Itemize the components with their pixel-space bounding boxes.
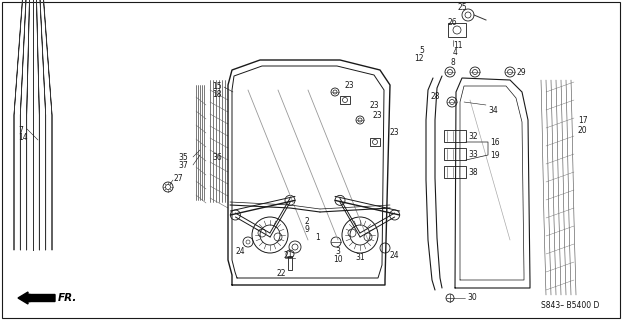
Bar — [340, 96, 350, 104]
Text: 32: 32 — [468, 132, 478, 140]
Text: 30: 30 — [467, 293, 476, 302]
Text: 24: 24 — [390, 251, 399, 260]
Bar — [444, 148, 466, 160]
Text: 27: 27 — [174, 173, 183, 182]
Bar — [448, 23, 466, 37]
Bar — [444, 130, 466, 142]
Text: 17: 17 — [578, 116, 588, 124]
Text: 37: 37 — [179, 161, 188, 170]
Text: 29: 29 — [517, 68, 527, 76]
Text: 23: 23 — [373, 110, 383, 119]
Bar — [288, 256, 292, 270]
Text: 14: 14 — [18, 132, 27, 141]
Text: 8: 8 — [450, 58, 455, 67]
Text: 23: 23 — [390, 127, 399, 137]
Text: 16: 16 — [490, 138, 499, 147]
Bar — [370, 138, 380, 146]
Text: 34: 34 — [488, 106, 498, 115]
Text: 19: 19 — [490, 150, 499, 159]
Text: 12: 12 — [414, 53, 424, 62]
Text: 20: 20 — [578, 125, 588, 134]
Text: 36: 36 — [212, 153, 222, 162]
Text: 22: 22 — [276, 268, 285, 277]
Text: FR.: FR. — [58, 293, 77, 303]
Text: 10: 10 — [333, 255, 343, 265]
Text: 5: 5 — [419, 45, 424, 54]
Text: 15: 15 — [212, 82, 222, 91]
Text: 25: 25 — [458, 3, 468, 12]
Text: 7: 7 — [18, 125, 23, 134]
Text: 38: 38 — [468, 167, 478, 177]
Text: 18: 18 — [213, 90, 222, 99]
Bar — [444, 166, 466, 178]
Text: 3: 3 — [335, 247, 340, 257]
Text: 28: 28 — [430, 92, 440, 100]
Text: S843– B5400 D: S843– B5400 D — [541, 301, 599, 310]
Text: 11: 11 — [453, 41, 463, 50]
Text: 2: 2 — [305, 218, 310, 227]
Text: 33: 33 — [468, 149, 478, 158]
Text: 4: 4 — [453, 47, 458, 57]
FancyArrow shape — [18, 292, 55, 304]
Text: 21: 21 — [283, 252, 293, 260]
Text: 9: 9 — [305, 226, 310, 235]
Text: 23: 23 — [345, 81, 355, 90]
Text: 31: 31 — [355, 253, 365, 262]
Text: 1: 1 — [315, 234, 320, 243]
Text: 26: 26 — [448, 18, 458, 27]
Text: 24: 24 — [235, 247, 245, 257]
Text: 23: 23 — [370, 100, 379, 109]
Text: 35: 35 — [179, 153, 188, 162]
